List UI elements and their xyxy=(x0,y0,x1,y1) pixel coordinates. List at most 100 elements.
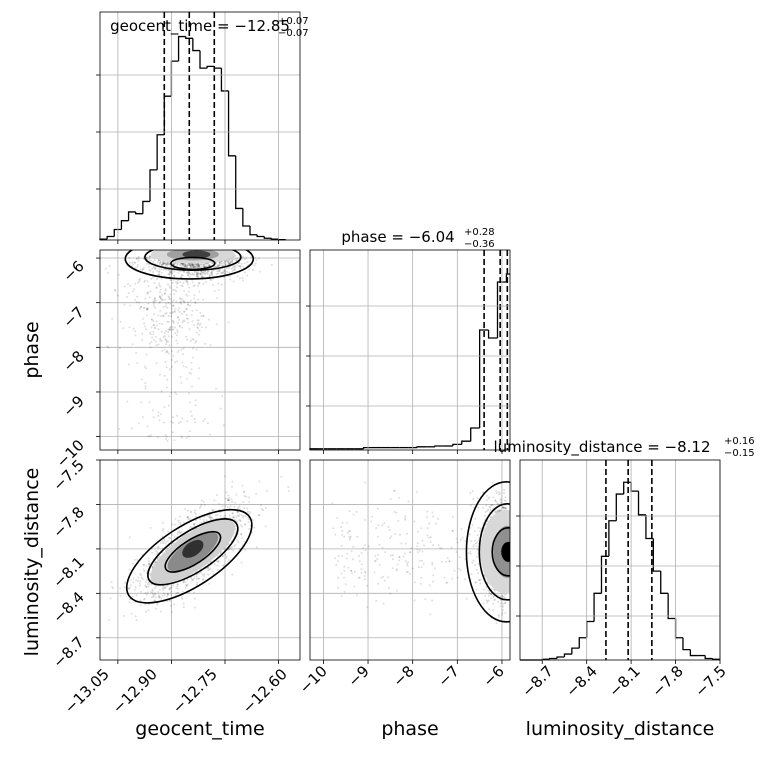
hist-bar xyxy=(478,329,489,428)
scatter-point xyxy=(207,516,210,519)
scatter-point xyxy=(152,260,155,263)
scatter-point xyxy=(192,338,195,341)
scatter-point xyxy=(152,594,155,597)
scatter-point xyxy=(123,285,126,288)
scatter-point xyxy=(169,328,172,331)
scatter-point xyxy=(192,265,195,268)
scatter-point xyxy=(448,560,451,563)
scatter-point xyxy=(222,270,225,273)
hist-bar xyxy=(548,657,558,660)
scatter-point xyxy=(411,567,414,570)
scatter-point xyxy=(192,266,195,269)
scatter-point xyxy=(471,490,474,493)
scatter-point xyxy=(118,428,121,430)
scatter-point xyxy=(224,272,227,275)
scatter-point xyxy=(189,510,192,513)
scatter-point xyxy=(186,266,188,268)
scatter-point xyxy=(199,505,202,508)
scatter-point xyxy=(201,273,204,276)
scatter-point xyxy=(490,593,493,596)
scatter-point xyxy=(204,270,207,273)
scatter-point xyxy=(176,414,178,417)
scatter-point xyxy=(165,340,168,342)
scatter-point xyxy=(241,537,243,540)
scatter-point xyxy=(395,589,398,592)
scatter-point xyxy=(175,300,178,303)
scatter-point xyxy=(343,535,346,538)
scatter-point xyxy=(197,265,200,268)
scatter-point xyxy=(166,320,169,323)
scatter-point xyxy=(431,563,434,566)
scatter-point xyxy=(176,360,179,363)
scatter-point xyxy=(206,566,209,569)
scatter-point xyxy=(336,516,339,519)
scatter-point xyxy=(360,568,363,571)
scatter-point xyxy=(237,515,240,518)
scatter-point xyxy=(387,576,390,579)
scatter-point xyxy=(242,265,245,268)
scatter-point xyxy=(128,261,131,264)
hist-bar xyxy=(652,538,661,572)
scatter-point xyxy=(146,292,149,295)
hist-bar xyxy=(452,443,462,446)
scatter-point xyxy=(230,261,232,264)
scatter-point xyxy=(170,593,172,596)
scatter-point xyxy=(437,517,440,520)
scatter-point xyxy=(129,304,132,307)
contour-line xyxy=(478,503,510,601)
scatter-point xyxy=(147,609,150,612)
scatter-point xyxy=(215,387,218,390)
scatter-point xyxy=(157,546,160,548)
scatter-point xyxy=(486,601,489,604)
title-upper-geocent-time: +0.07 xyxy=(278,16,309,27)
scatter-point xyxy=(215,494,218,497)
scatter-point xyxy=(362,547,365,550)
scatter-point xyxy=(194,266,197,269)
scatter-point xyxy=(226,555,228,558)
scatter-point xyxy=(218,270,221,273)
scatter-point xyxy=(240,561,243,564)
hist-bar xyxy=(704,655,713,660)
scatter-point xyxy=(347,531,350,534)
scatter-point xyxy=(189,264,192,267)
scatter-point xyxy=(423,544,426,547)
scatter-point xyxy=(171,328,174,331)
scatter-point xyxy=(212,573,215,576)
scatter-point xyxy=(158,296,161,299)
scatter-point xyxy=(421,539,424,542)
scatter-point xyxy=(173,310,176,312)
scatter-point xyxy=(224,263,227,265)
scatter-point xyxy=(160,271,163,274)
scatter-point xyxy=(233,266,236,268)
scatter-point xyxy=(146,256,149,259)
scatter-point xyxy=(155,287,158,290)
scatter-point xyxy=(467,552,470,555)
hist-bar xyxy=(711,658,720,660)
scatter-point xyxy=(197,275,200,278)
scatter-point xyxy=(148,572,151,575)
scatter-point xyxy=(348,535,351,538)
scatter-point xyxy=(157,591,160,593)
scatter-point xyxy=(378,563,381,566)
scatter-point xyxy=(174,361,176,364)
scatter-point xyxy=(202,578,204,581)
scatter-point xyxy=(188,272,191,274)
scatter-point xyxy=(417,566,420,569)
scatter-point xyxy=(132,327,135,330)
scatter-point xyxy=(183,265,186,268)
scatter-point xyxy=(183,310,186,313)
scatter-point xyxy=(432,544,435,547)
tick-label: −8 xyxy=(59,347,87,375)
scatter-point xyxy=(198,333,200,336)
scatter-point xyxy=(337,560,339,563)
scatter-point xyxy=(133,261,136,264)
scatter-point xyxy=(489,593,492,596)
scatter-point xyxy=(172,421,174,424)
scatter-point xyxy=(210,271,213,274)
scatter-point xyxy=(184,264,187,267)
title-upper-luminosity-distance: +0.16 xyxy=(724,436,755,447)
scatter-point xyxy=(180,596,183,599)
scatter-point xyxy=(234,532,237,535)
scatter-point xyxy=(203,266,206,268)
scatter-point xyxy=(217,561,220,563)
